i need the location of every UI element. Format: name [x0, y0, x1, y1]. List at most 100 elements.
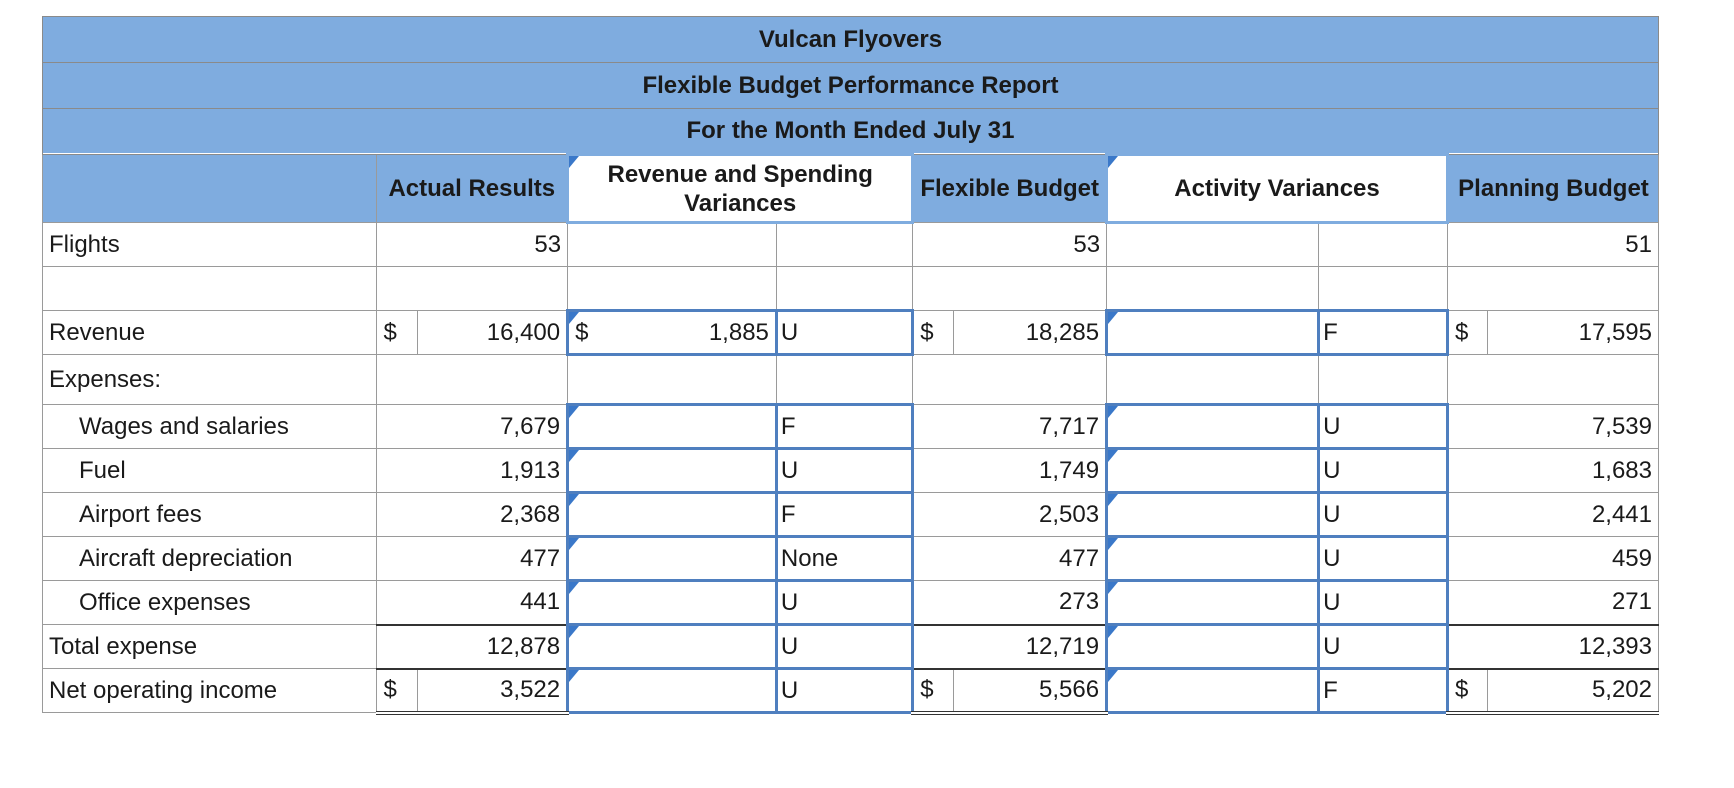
dollar-sign: $	[912, 667, 954, 715]
act-fu-empty	[1318, 222, 1448, 267]
dollar-sign: $	[376, 667, 418, 715]
header-blank	[41, 154, 378, 223]
actual-value: 16,400	[416, 310, 569, 355]
row-label: Flights	[41, 222, 378, 267]
dollar-sign: $	[376, 310, 418, 355]
row-office-expenses: Office expenses 441 U 273 U 271	[41, 579, 1660, 626]
empty-cell	[567, 354, 777, 405]
spacer-cell	[41, 266, 378, 311]
row-label: Total expense	[41, 624, 378, 669]
act-fu-select[interactable]: U	[1317, 579, 1449, 626]
act-amount-input[interactable]	[1105, 623, 1321, 670]
rs-amount-input[interactable]	[566, 491, 778, 538]
actual-value: 1,913	[376, 448, 569, 493]
act-fu-select[interactable]: U	[1317, 447, 1449, 494]
spacer-cell	[1318, 266, 1448, 311]
row-label: Office expenses	[41, 580, 378, 625]
rs-fu-select[interactable]: F	[774, 403, 915, 450]
dollar-sign: $	[1446, 310, 1489, 355]
actual-value: 441	[376, 580, 569, 625]
actual-value: 12,878	[376, 623, 569, 669]
row-label: Wages and salaries	[41, 404, 378, 449]
flexible-value: 12,719	[912, 623, 1108, 669]
header-revenue-spending-variances[interactable]: Revenue and Spending Variances	[566, 153, 915, 224]
empty-cell	[1446, 354, 1660, 405]
flexible-value: 18,285	[952, 310, 1108, 355]
rs-amount-input[interactable]	[566, 623, 778, 670]
actual-value: 7,679	[376, 404, 569, 449]
row-wages: Wages and salaries 7,679 F 7,717 U 7,539	[41, 403, 1660, 450]
planning-value: 51	[1446, 222, 1660, 267]
rs-fu-select[interactable]: U	[774, 579, 915, 626]
empty-cell	[376, 354, 569, 405]
spacer-cell	[775, 266, 914, 311]
rs-fu-select[interactable]: U	[774, 447, 915, 494]
flexible-value: 2,503	[912, 492, 1108, 537]
rs-fu-empty	[775, 222, 914, 267]
row-spacer	[41, 266, 1660, 311]
rs-amount-input[interactable]	[566, 667, 778, 714]
rs-amount-input[interactable]	[566, 579, 778, 626]
act-fu-select[interactable]: U	[1317, 535, 1449, 582]
header-planning-budget: Planning Budget	[1446, 154, 1660, 223]
planning-value: 459	[1446, 536, 1660, 581]
rs-amount-input[interactable]: 1,885	[608, 309, 778, 356]
rs-fu-select[interactable]: U	[774, 309, 915, 356]
spacer-cell	[567, 266, 777, 311]
planning-value: 7,539	[1446, 404, 1660, 449]
empty-cell	[1318, 354, 1448, 405]
planning-value: 5,202	[1487, 667, 1659, 715]
flexible-value: 7,717	[912, 404, 1108, 449]
rs-fu-select[interactable]: U	[774, 623, 915, 670]
rs-amount-input[interactable]	[566, 403, 778, 450]
report-title: Flexible Budget Performance Report	[42, 62, 1659, 109]
rs-fu-select[interactable]: F	[774, 491, 915, 538]
flexible-value: 53	[912, 222, 1108, 267]
spacer-cell	[1446, 266, 1660, 311]
act-amount-input[interactable]	[1105, 447, 1321, 494]
row-label: Aircraft depreciation	[41, 536, 378, 581]
act-amount-input[interactable]	[1105, 491, 1321, 538]
spacer-cell	[912, 266, 1108, 311]
rs-fu-select[interactable]: None	[774, 535, 915, 582]
rs-fu-select[interactable]: U	[774, 667, 915, 714]
act-amount-input[interactable]	[1105, 309, 1321, 356]
act-fu-select[interactable]: U	[1317, 623, 1449, 670]
actual-value: 477	[376, 536, 569, 581]
rs-dollar-sign: $	[566, 309, 609, 356]
spacer-cell	[1106, 266, 1320, 311]
act-amount-input[interactable]	[1105, 535, 1321, 582]
rs-amount-input[interactable]	[566, 535, 778, 582]
act-amount-input[interactable]	[1105, 403, 1321, 450]
actual-value: 53	[376, 222, 569, 267]
empty-cell	[912, 354, 1108, 405]
dollar-sign: $	[1446, 667, 1489, 715]
act-fu-select[interactable]: U	[1317, 403, 1449, 450]
header-activity-variances[interactable]: Activity Variances	[1105, 153, 1449, 224]
act-fu-select[interactable]: F	[1317, 309, 1449, 356]
row-flights: Flights 53 53 51	[41, 222, 1660, 267]
row-label: Revenue	[41, 310, 378, 355]
act-fu-select[interactable]: U	[1317, 491, 1449, 538]
empty-cell	[775, 354, 914, 405]
row-net-operating-income: Net operating income $ 3,522 U $ 5,566 F…	[41, 667, 1659, 715]
planning-value: 12,393	[1446, 623, 1660, 669]
row-airport-fees: Airport fees 2,368 F 2,503 U 2,441	[41, 491, 1660, 538]
row-label: Expenses:	[41, 354, 378, 405]
row-label: Net operating income	[41, 668, 378, 713]
dollar-sign: $	[912, 310, 954, 355]
actual-value: 2,368	[376, 492, 569, 537]
planning-value: 2,441	[1446, 492, 1660, 537]
rs-amount-input[interactable]	[566, 447, 778, 494]
row-total-expense: Total expense 12,878 U 12,719 U 12,393	[41, 623, 1660, 670]
company-name: Vulcan Flyovers	[42, 16, 1659, 63]
flexible-budget-report: Vulcan Flyovers Flexible Budget Performa…	[41, 16, 1660, 715]
row-fuel: Fuel 1,913 U 1,749 U 1,683	[41, 447, 1660, 494]
flexible-value: 5,566	[952, 667, 1108, 715]
act-fu-select[interactable]: F	[1317, 667, 1449, 714]
row-revenue: Revenue $ 16,400 $ 1,885 U $ 18,285 F $ …	[41, 309, 1659, 356]
row-label: Airport fees	[41, 492, 378, 537]
act-amount-input[interactable]	[1105, 667, 1321, 714]
header-flexible-budget: Flexible Budget	[912, 154, 1108, 223]
act-amount-input[interactable]	[1105, 579, 1321, 626]
